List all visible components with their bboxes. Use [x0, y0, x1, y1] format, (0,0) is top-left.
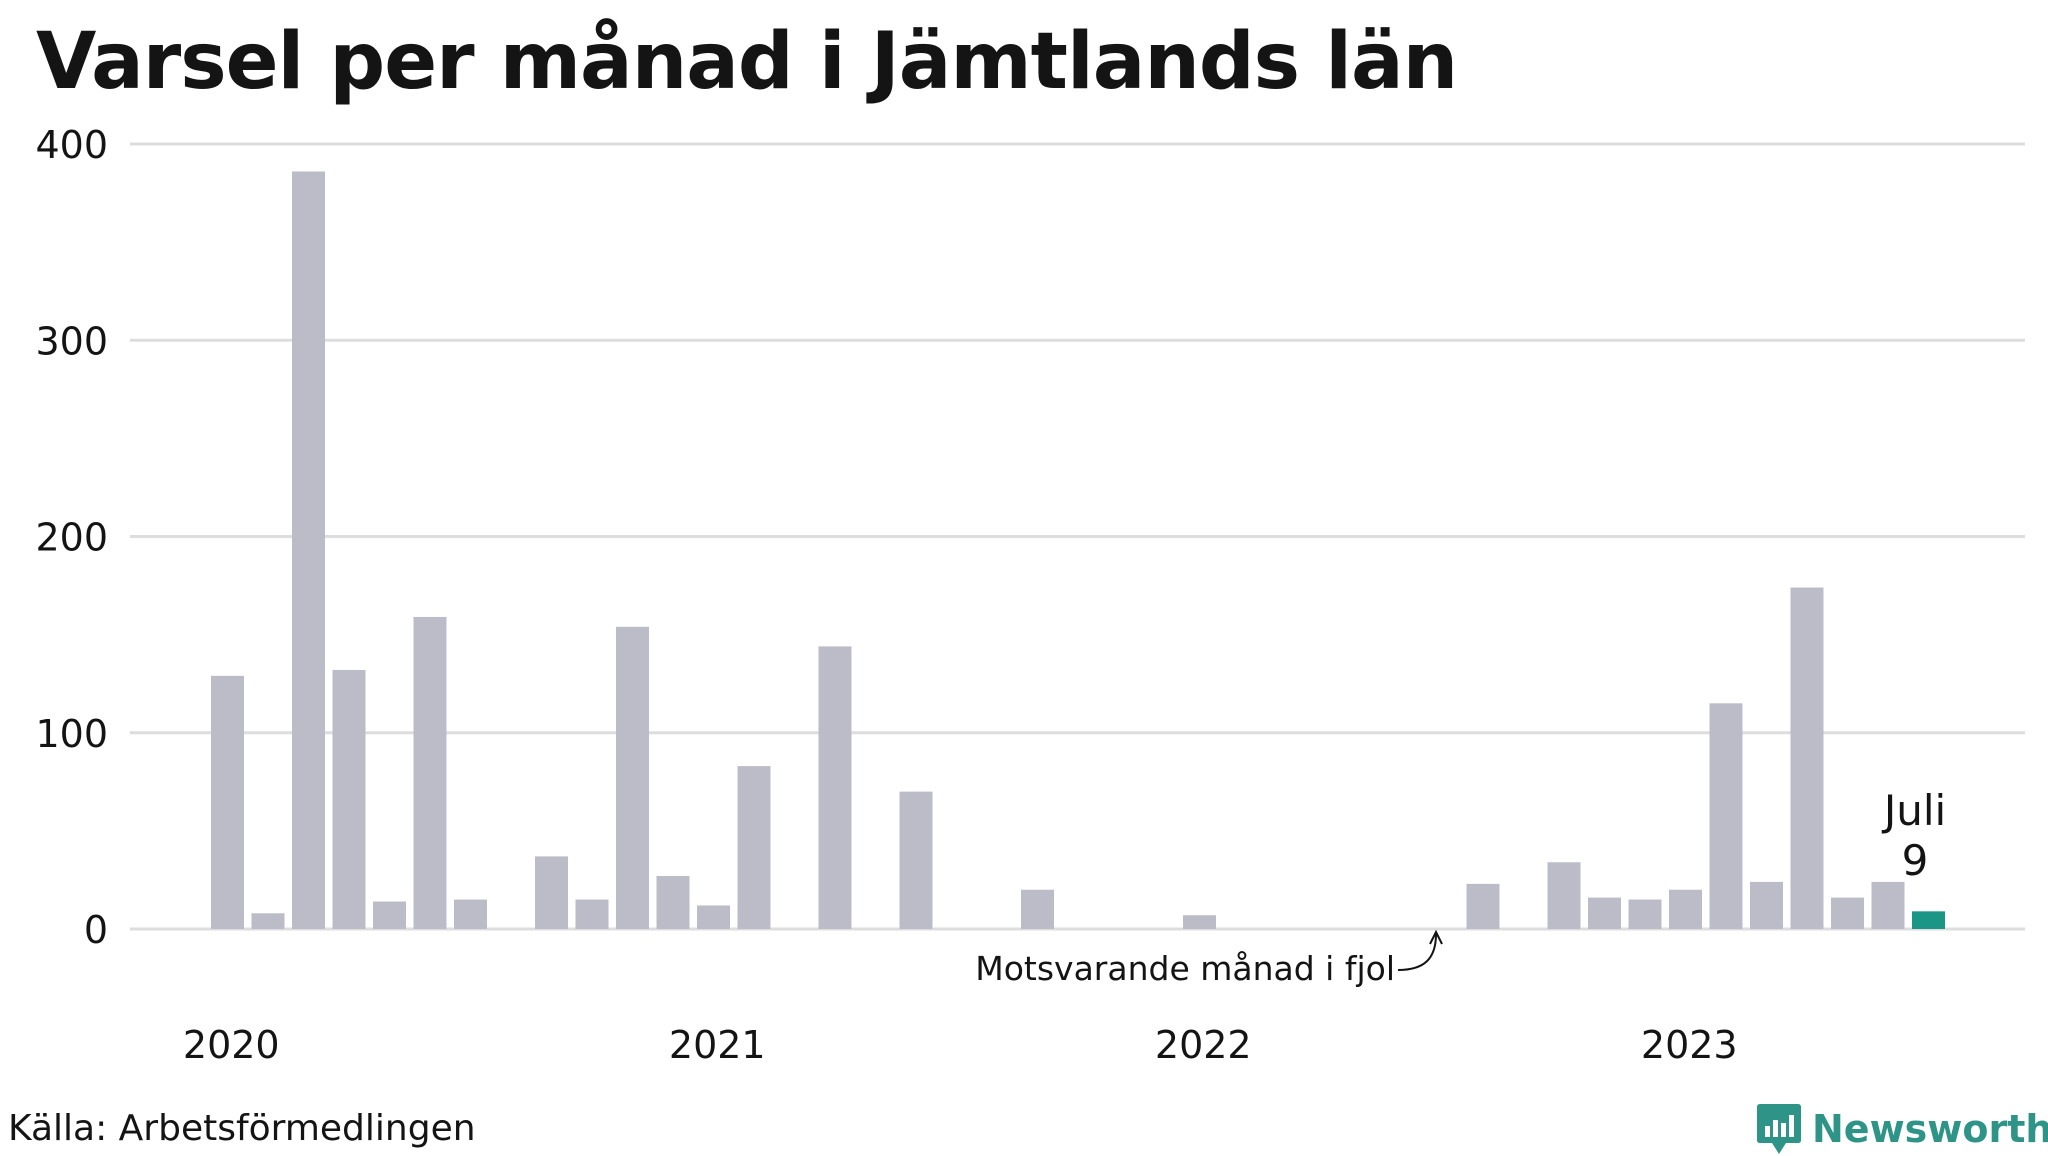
annotation-arrow-head — [1429, 929, 1443, 945]
bar — [616, 626, 649, 929]
x-tick-label: 2021 — [669, 1023, 766, 1067]
x-tick-label: 2022 — [1155, 1023, 1252, 1067]
bar — [1466, 883, 1500, 929]
bar — [332, 669, 366, 929]
bar — [1750, 881, 1783, 929]
bar — [251, 913, 285, 929]
bar — [1790, 587, 1824, 929]
y-tick-label: 100 — [35, 712, 108, 756]
annotation-arrow — [1397, 933, 1437, 971]
bar — [454, 899, 487, 929]
bar — [1183, 915, 1216, 929]
newsworthy-logo-icon — [1757, 1104, 1801, 1154]
bar — [535, 856, 568, 929]
x-tick-label: 2020 — [183, 1023, 280, 1067]
bar — [818, 646, 852, 929]
chart-title: Varsel per månad i Jämtlands län — [36, 17, 1458, 107]
bar — [656, 876, 690, 929]
bar — [1871, 881, 1905, 929]
bar — [1912, 911, 1945, 929]
bar — [373, 901, 406, 929]
bar — [1547, 862, 1581, 929]
brand-name: Newsworthy — [1812, 1107, 2048, 1151]
x-tick-label: 2023 — [1641, 1023, 1738, 1067]
bar — [211, 675, 244, 929]
current-value-label: 9 — [1902, 836, 1929, 885]
y-tick-label: 0 — [84, 908, 108, 952]
last-year-annotation: Motsvarande månad i fjol — [975, 949, 1395, 988]
bar — [737, 766, 771, 929]
bar — [1831, 897, 1864, 929]
y-axis-ticks: 0 100 200 300 400 — [35, 123, 108, 952]
current-month-label: Juli — [1881, 786, 1946, 835]
brand-logo: Newsworthy — [1756, 1102, 2048, 1156]
bar — [292, 171, 325, 930]
bars — [211, 171, 1945, 930]
bar — [899, 791, 933, 929]
y-tick-label: 400 — [35, 123, 108, 167]
bar — [1709, 703, 1743, 929]
bar — [1588, 897, 1621, 929]
source-note: Källa: Arbetsförmedlingen — [8, 1108, 476, 1149]
bar — [1628, 899, 1662, 929]
y-tick-label: 200 — [35, 516, 108, 560]
bar — [1021, 889, 1054, 929]
bar — [697, 905, 730, 929]
bar — [413, 616, 447, 929]
bar — [575, 899, 609, 929]
bar — [1669, 889, 1702, 929]
annotations: Juli 9 Motsvarande månad i fjol — [975, 786, 1946, 988]
y-tick-label: 300 — [35, 319, 108, 363]
x-axis-ticks: 2020 2021 2022 2023 — [183, 1023, 1738, 1067]
